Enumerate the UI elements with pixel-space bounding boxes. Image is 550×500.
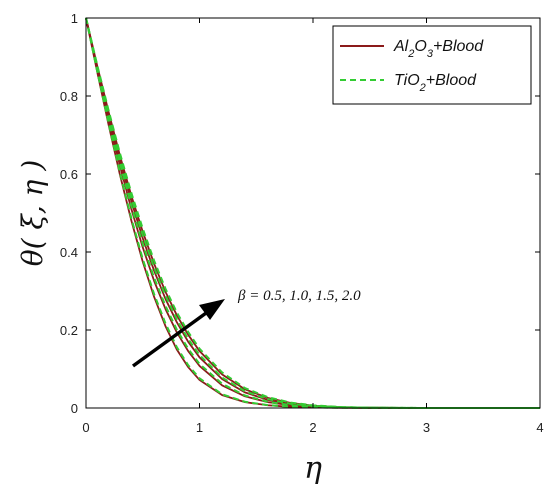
legend-text-part: +Blood (426, 72, 477, 89)
legend-label-1: Al2O3+Blood (393, 38, 484, 60)
legend-box (332, 25, 532, 105)
y-tick-label: 0 (71, 401, 78, 416)
series-line-8 (85, 17, 540, 409)
x-tick-label: 1 (196, 420, 203, 435)
legend-text-part: Al (393, 38, 409, 55)
beta-arrow (131, 299, 225, 368)
arrow-head (199, 299, 225, 320)
series-line-5 (85, 17, 540, 409)
x-tick-label: 0 (82, 420, 89, 435)
legend-text-part: 2 (419, 82, 426, 94)
series-line-6 (85, 17, 540, 409)
x-axis-title: η (304, 451, 322, 486)
y-tick-label: 1 (71, 11, 78, 26)
y-tick-label: 0.8 (60, 89, 78, 104)
x-tick-label: 3 (423, 420, 430, 435)
x-tick-label: 2 (309, 420, 316, 435)
beta-annotation: β = 0.5, 1.0, 1.5, 2.0 (237, 288, 361, 304)
y-tick-label: 0.6 (60, 167, 78, 182)
arrow-shaft (131, 306, 215, 368)
legend-text-part: +Blood (433, 38, 484, 55)
y-axis-title: θ( ξ, η ) (16, 160, 49, 267)
y-tick-label: 0.4 (60, 245, 78, 260)
legend-text-part: O (414, 38, 426, 55)
legend-text-part: 2 (407, 48, 414, 60)
legend-text-part: 3 (427, 48, 434, 60)
x-tick-label: 4 (536, 420, 543, 435)
axis-ticks: 0 1 2 3 4 0 0.2 0.4 0.6 0.8 1 (60, 11, 544, 435)
y-tick-label: 0.2 (60, 323, 78, 338)
legend-text-part: TiO (394, 72, 420, 89)
legend-label-2: TiO2+Blood (394, 72, 477, 94)
